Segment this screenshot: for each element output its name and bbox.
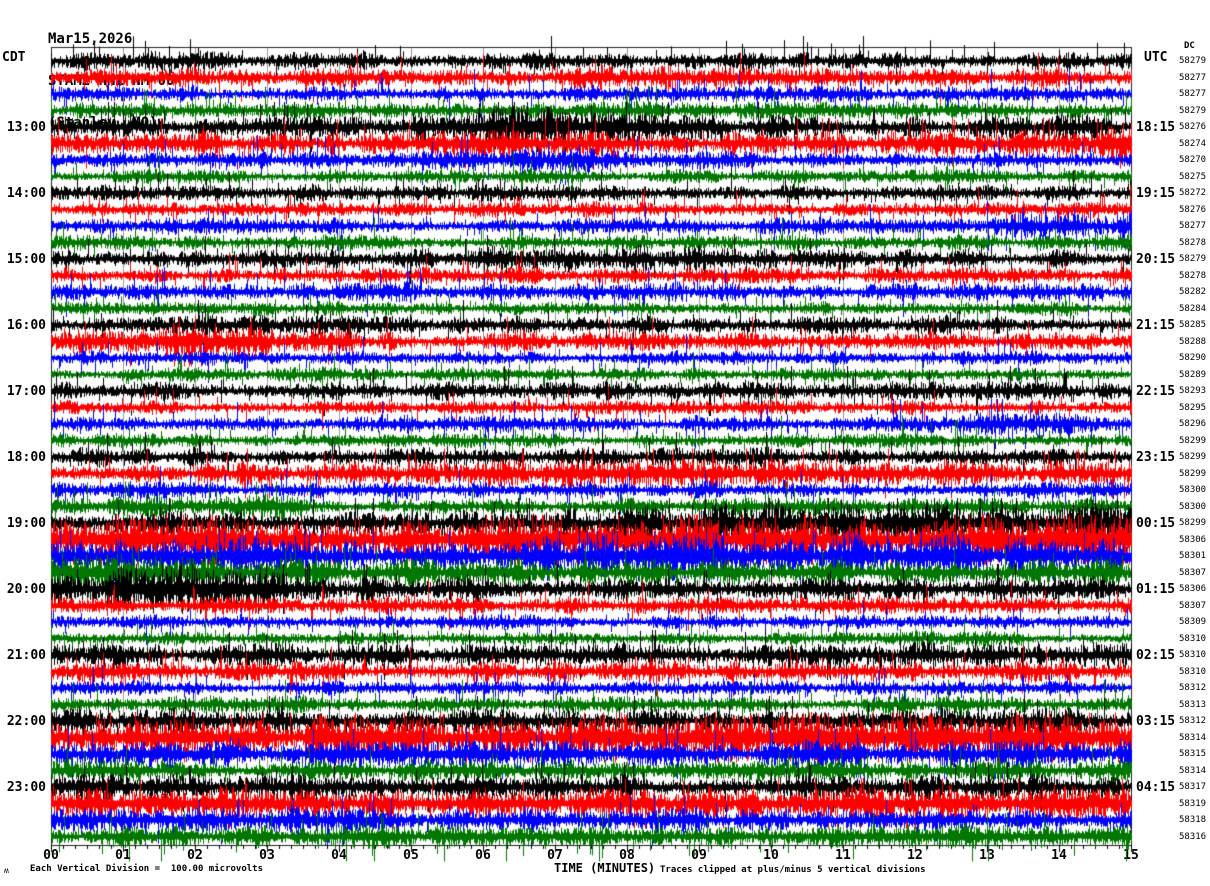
clip-note: Traces clipped at plus/minus 5 vertical … xyxy=(660,865,926,875)
x-tick-label: 09 xyxy=(691,848,707,863)
cdt-hour-label: 16:00 xyxy=(6,318,46,333)
dc-value: 58313 xyxy=(1179,699,1207,710)
dc-value: 58299 xyxy=(1179,518,1207,528)
x-tick-label: 01 xyxy=(115,848,131,863)
dc-value: 58306 xyxy=(1179,534,1207,545)
cdt-hour-label: 19:00 xyxy=(6,516,46,531)
dc-value: 58285 xyxy=(1179,320,1207,330)
dc-value: 58276 xyxy=(1179,122,1207,132)
dc-value: 58272 xyxy=(1179,188,1207,198)
cdt-hour-label: 14:00 xyxy=(6,186,46,201)
utc-hour-label: 23:15 xyxy=(1136,450,1176,465)
station-label: STAM2 HNZ NM 00 xyxy=(48,73,175,89)
dc-value: 58284 xyxy=(1179,303,1207,314)
dc-value: 58307 xyxy=(1179,567,1207,578)
dc-value: 58279 xyxy=(1179,254,1207,264)
x-tick-label: 05 xyxy=(403,848,419,863)
dc-value: 58312 xyxy=(1179,683,1207,693)
dc-value: 58299 xyxy=(1179,435,1207,446)
utc-hour-label: 04:15 xyxy=(1136,780,1176,795)
location-label: (Stanley, MO) xyxy=(48,115,158,131)
dc-value: 58306 xyxy=(1179,584,1207,594)
dc-value: 58310 xyxy=(1179,633,1207,644)
cdt-hour-label: 20:00 xyxy=(6,582,46,597)
dc-value: 58315 xyxy=(1179,749,1207,759)
dc-value: 58300 xyxy=(1179,501,1207,512)
x-axis-title: TIME (MINUTES) xyxy=(554,861,656,875)
x-tick-label: 02 xyxy=(187,848,203,863)
x-tick-label: 10 xyxy=(763,848,779,863)
watermark-squiggle: ʍ xyxy=(4,866,9,875)
cdt-hour-label: 18:00 xyxy=(6,450,46,465)
left-timezone-label: CDT xyxy=(2,50,26,65)
dc-value: 58295 xyxy=(1179,402,1207,413)
dc-value: 58277 xyxy=(1179,221,1207,231)
dc-value: 58316 xyxy=(1179,831,1207,842)
x-tick-label: 13 xyxy=(979,848,995,863)
dc-column-header: DC xyxy=(1184,41,1195,51)
dc-value: 58278 xyxy=(1179,270,1207,281)
dc-value: 58299 xyxy=(1179,468,1207,479)
dc-value: 58278 xyxy=(1179,237,1207,248)
utc-hour-label: 20:15 xyxy=(1136,252,1176,267)
utc-hour-label: 00:15 xyxy=(1136,516,1176,531)
right-timezone-label: UTC xyxy=(1144,50,1168,65)
x-tick-label: 04 xyxy=(331,848,347,863)
dc-value: 58279 xyxy=(1179,56,1207,66)
x-tick-label: 06 xyxy=(475,848,491,863)
x-tick-label: 00 xyxy=(43,848,59,863)
dc-value: 58307 xyxy=(1179,600,1207,611)
dc-value: 58288 xyxy=(1179,336,1207,347)
scale-note: Each Vertical Division = 100.00 microvol… xyxy=(30,864,263,874)
dc-value: 58270 xyxy=(1179,155,1207,165)
date-label: Mar15,2026 xyxy=(48,31,133,47)
cdt-hour-label: 13:00 xyxy=(6,120,46,135)
x-tick-label: 03 xyxy=(259,848,275,863)
dc-value: 58310 xyxy=(1179,666,1207,677)
utc-hour-label: 01:15 xyxy=(1136,582,1176,597)
dc-value: 58277 xyxy=(1179,72,1207,83)
x-tick-label: 12 xyxy=(907,848,923,863)
dc-value: 58275 xyxy=(1179,171,1207,182)
dc-value: 58296 xyxy=(1179,419,1207,429)
utc-hour-label: 18:15 xyxy=(1136,120,1176,135)
dc-value: 58314 xyxy=(1179,732,1207,743)
dc-value: 58282 xyxy=(1179,287,1207,297)
dc-value: 58300 xyxy=(1179,485,1207,495)
utc-hour-label: 02:15 xyxy=(1136,648,1176,663)
dc-value: 58293 xyxy=(1179,386,1207,396)
utc-hour-label: 03:15 xyxy=(1136,714,1176,729)
utc-hour-label: 21:15 xyxy=(1136,318,1176,333)
dc-value: 58290 xyxy=(1179,353,1207,363)
dc-value: 58312 xyxy=(1179,716,1207,726)
dc-value: 58301 xyxy=(1179,551,1207,561)
x-tick-label: 11 xyxy=(835,848,851,863)
dc-value: 58289 xyxy=(1179,369,1207,380)
dc-value: 58276 xyxy=(1179,204,1207,215)
dc-value: 58318 xyxy=(1179,815,1207,825)
x-tick-label: 14 xyxy=(1051,848,1067,863)
utc-hour-label: 22:15 xyxy=(1136,384,1176,399)
cdt-hour-label: 23:00 xyxy=(6,780,46,795)
dc-value: 58317 xyxy=(1179,782,1207,792)
cdt-hour-label: 15:00 xyxy=(6,252,46,267)
x-tick-label: 15 xyxy=(1123,848,1139,863)
utc-hour-label: 19:15 xyxy=(1136,186,1176,201)
dc-value: 58277 xyxy=(1179,89,1207,99)
dc-value: 58299 xyxy=(1179,452,1207,462)
plot-title-block: Mar15,2026 STAM2 HNZ NM 00 (Stanley, MO) xyxy=(48,4,174,158)
dc-value: 58274 xyxy=(1179,138,1207,149)
dc-value: 58319 xyxy=(1179,798,1207,809)
cdt-hour-label: 21:00 xyxy=(6,648,46,663)
cdt-hour-label: 22:00 xyxy=(6,714,46,729)
dc-value: 58314 xyxy=(1179,765,1207,776)
cdt-hour-label: 17:00 xyxy=(6,384,46,399)
dc-value: 58310 xyxy=(1179,650,1207,660)
dc-value: 58279 xyxy=(1179,105,1207,116)
dc-value: 58309 xyxy=(1179,617,1207,627)
